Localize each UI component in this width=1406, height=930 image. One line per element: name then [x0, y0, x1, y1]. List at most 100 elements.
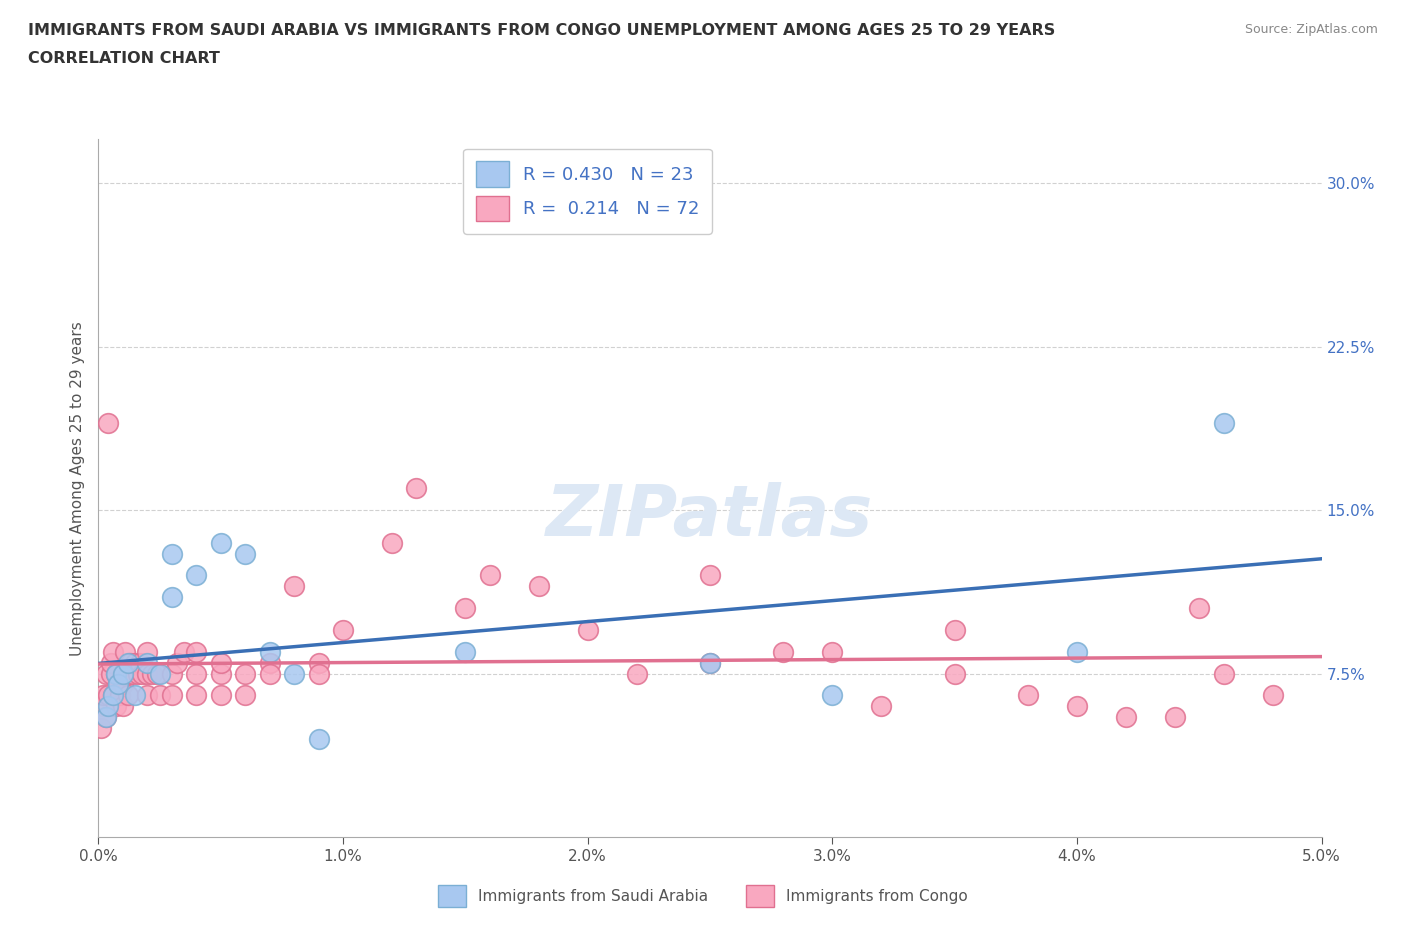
Point — [136, 666, 159, 681]
Point — [626, 666, 648, 681]
Point — [101, 644, 124, 659]
Point — [146, 666, 169, 681]
Point — [233, 546, 256, 561]
Point — [97, 688, 120, 703]
Point — [209, 666, 232, 681]
Point — [308, 732, 330, 747]
Point — [308, 666, 330, 681]
Point — [111, 666, 134, 681]
Legend: Immigrants from Saudi Arabia, Immigrants from Congo: Immigrants from Saudi Arabia, Immigrants… — [432, 879, 974, 913]
Point — [91, 688, 114, 703]
Point — [117, 688, 139, 703]
Point — [149, 666, 172, 681]
Point — [209, 655, 232, 670]
Point — [101, 688, 124, 703]
Text: CORRELATION CHART: CORRELATION CHART — [28, 51, 219, 66]
Point — [129, 655, 152, 670]
Text: Source: ZipAtlas.com: Source: ZipAtlas.com — [1244, 23, 1378, 36]
Point — [1261, 688, 1284, 703]
Point — [104, 666, 127, 681]
Point — [149, 688, 172, 703]
Y-axis label: Unemployment Among Ages 25 to 29 years: Unemployment Among Ages 25 to 29 years — [69, 321, 84, 656]
Point — [1188, 601, 1211, 616]
Point — [699, 655, 721, 670]
Point — [209, 688, 232, 703]
Point — [111, 677, 134, 692]
Point — [1017, 688, 1039, 703]
Point — [1212, 666, 1234, 681]
Point — [186, 568, 208, 583]
Point — [1212, 416, 1234, 431]
Point — [259, 644, 281, 659]
Point — [233, 688, 256, 703]
Point — [117, 655, 139, 670]
Point — [699, 568, 721, 583]
Point — [233, 666, 256, 681]
Point — [259, 655, 281, 670]
Point — [160, 590, 183, 604]
Point — [107, 677, 129, 692]
Point — [101, 688, 124, 703]
Point — [94, 710, 117, 724]
Point — [259, 666, 281, 681]
Point — [117, 666, 139, 681]
Legend: R = 0.430   N = 23, R =  0.214   N = 72: R = 0.430 N = 23, R = 0.214 N = 72 — [464, 149, 711, 234]
Point — [527, 578, 550, 593]
Point — [454, 644, 477, 659]
Point — [576, 622, 599, 637]
Point — [1115, 710, 1137, 724]
Point — [209, 536, 232, 551]
Point — [131, 666, 153, 681]
Point — [173, 644, 195, 659]
Point — [114, 644, 136, 659]
Point — [943, 666, 966, 681]
Point — [821, 688, 844, 703]
Point — [136, 655, 159, 670]
Point — [699, 655, 721, 670]
Point — [332, 622, 354, 637]
Point — [100, 655, 122, 670]
Point — [136, 644, 159, 659]
Point — [160, 546, 183, 561]
Point — [943, 622, 966, 637]
Point — [97, 416, 120, 431]
Point — [91, 698, 114, 713]
Point — [121, 666, 143, 681]
Point — [308, 655, 330, 670]
Point — [821, 644, 844, 659]
Point — [160, 666, 183, 681]
Point — [94, 710, 117, 724]
Point — [141, 666, 163, 681]
Point — [870, 698, 893, 713]
Point — [104, 666, 127, 681]
Point — [1066, 698, 1088, 713]
Text: IMMIGRANTS FROM SAUDI ARABIA VS IMMIGRANTS FROM CONGO UNEMPLOYMENT AMONG AGES 25: IMMIGRANTS FROM SAUDI ARABIA VS IMMIGRAN… — [28, 23, 1056, 38]
Point — [186, 644, 208, 659]
Point — [120, 655, 142, 670]
Point — [97, 698, 120, 713]
Point — [478, 568, 501, 583]
Point — [110, 688, 132, 703]
Point — [1164, 710, 1187, 724]
Point — [124, 655, 146, 670]
Point — [136, 688, 159, 703]
Point — [107, 677, 129, 692]
Point — [111, 666, 134, 681]
Point — [160, 688, 183, 703]
Point — [94, 666, 117, 681]
Text: ZIPatlas: ZIPatlas — [547, 482, 873, 551]
Point — [104, 698, 127, 713]
Point — [1066, 644, 1088, 659]
Point — [772, 644, 794, 659]
Point — [100, 666, 122, 681]
Point — [454, 601, 477, 616]
Point — [405, 481, 427, 496]
Point — [283, 578, 305, 593]
Point — [381, 536, 404, 551]
Point — [111, 698, 134, 713]
Point — [186, 666, 208, 681]
Point — [124, 688, 146, 703]
Point — [283, 666, 305, 681]
Point — [127, 666, 149, 681]
Point — [166, 655, 188, 670]
